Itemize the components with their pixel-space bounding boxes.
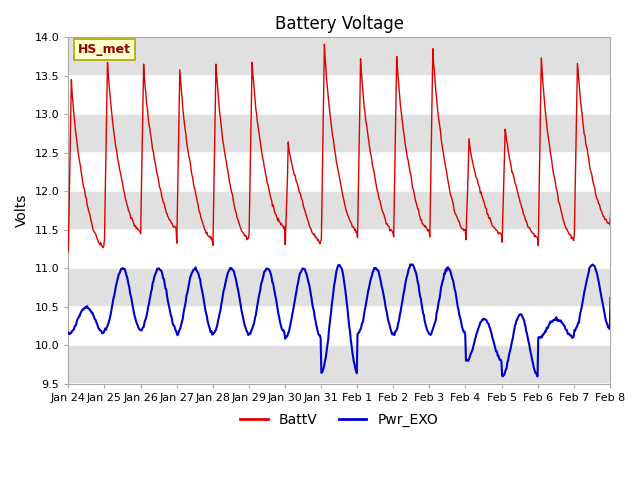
Text: HS_met: HS_met <box>78 43 131 56</box>
Title: Battery Voltage: Battery Voltage <box>275 15 404 33</box>
Bar <box>68 37 610 76</box>
Legend: BattV, Pwr_EXO: BattV, Pwr_EXO <box>234 408 444 432</box>
Bar <box>68 346 610 384</box>
Y-axis label: Volts: Volts <box>15 194 29 228</box>
Bar <box>68 192 610 230</box>
Bar <box>68 268 610 307</box>
Bar <box>68 114 610 153</box>
